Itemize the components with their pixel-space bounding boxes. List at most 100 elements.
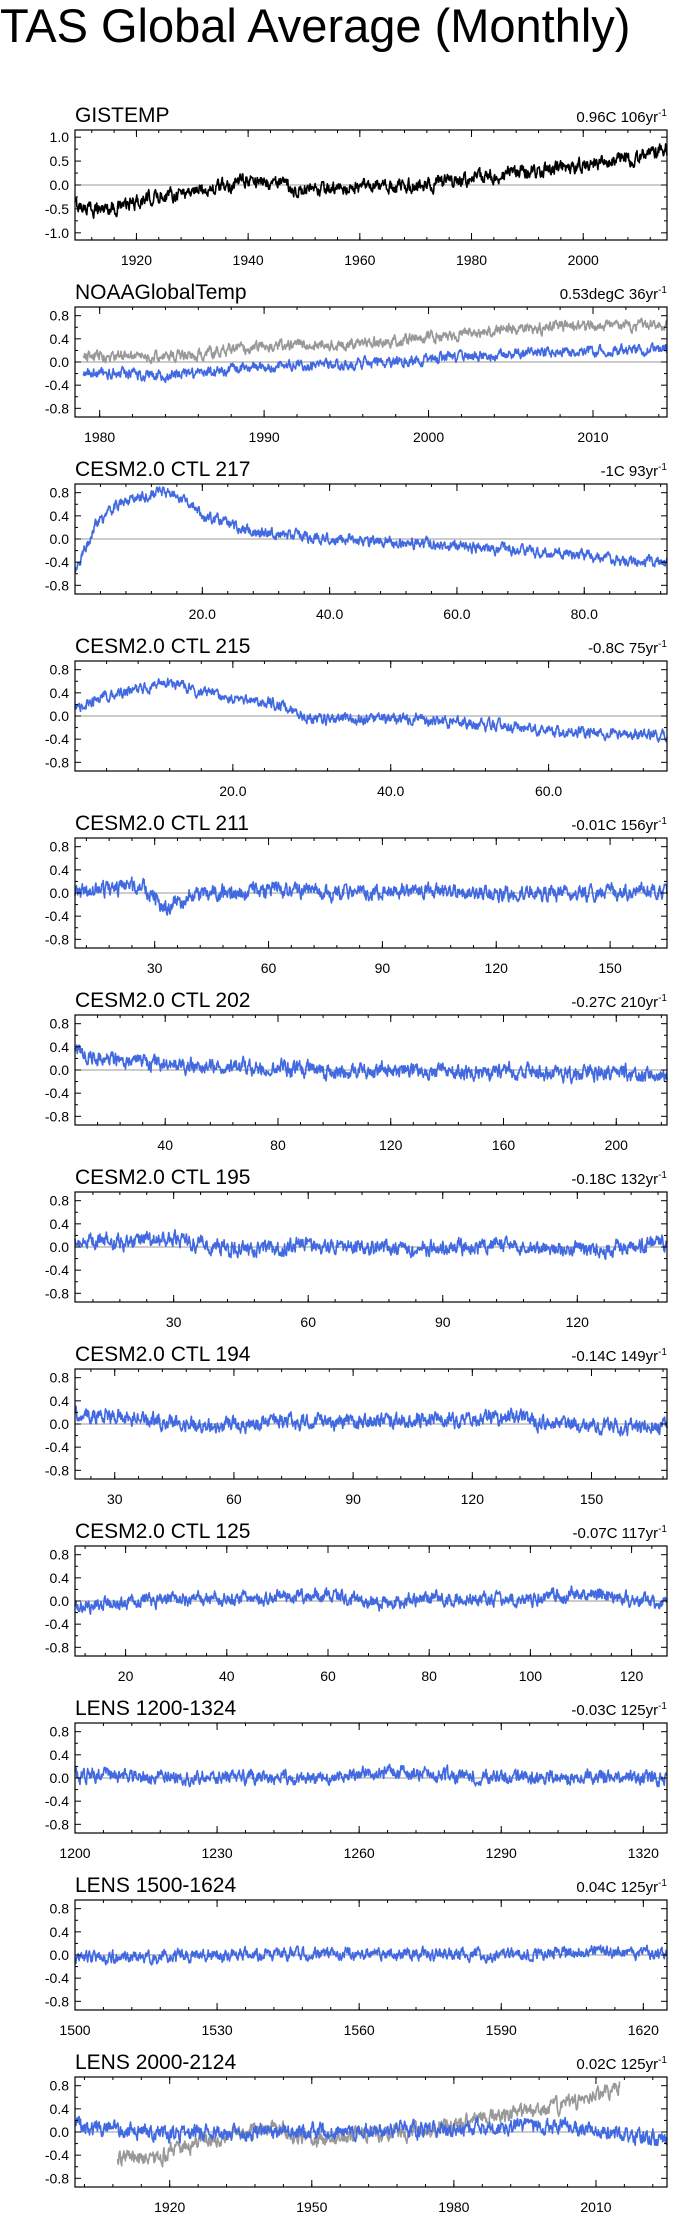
x-tick-label: 60 xyxy=(261,960,277,976)
chart-panel: LENS 2000-2124 0.02C 125yr-1 -0.8 -0.4 0.0 0.… xyxy=(45,2051,668,2215)
x-tick-label: 1950 xyxy=(296,2199,327,2215)
chart-panel: NOAAGlobalTemp 0.53degC 36yr-1 -0.8 -0.4 0.0… xyxy=(45,281,668,445)
y-tick-label: 0.4 xyxy=(50,1039,70,1055)
chart-panel: CESM2.0 CTL 195 -0.18C 132yr-1 -0.8 -0.4 0.0… xyxy=(45,1166,668,1330)
y-tick-label: -0.8 xyxy=(45,1108,69,1124)
x-tick-label: 90 xyxy=(375,960,391,976)
panel-stat: -0.8C 75yr-1 xyxy=(588,639,667,657)
x-tick-label: 20 xyxy=(118,1668,134,1684)
x-tick-label: 2010 xyxy=(580,2199,611,2215)
panel-title: CESM2.0 CTL 194 xyxy=(75,1343,251,1366)
y-tick-label: 0.8 xyxy=(50,1547,70,1563)
series-line xyxy=(82,317,668,365)
series-line xyxy=(74,1585,668,1615)
panel-stat: -0.27C 210yr-1 xyxy=(571,993,667,1011)
panel-stat: -0.07C 117yr-1 xyxy=(572,1524,667,1542)
series-line xyxy=(74,677,668,743)
panel-title: LENS 1200-1324 xyxy=(75,1697,236,1720)
y-tick-label: 0.0 xyxy=(50,1062,70,1078)
y-tick-label: 0.0 xyxy=(50,708,70,724)
y-tick-label: 0.5 xyxy=(50,153,70,169)
y-tick-label: 0.8 xyxy=(50,1370,70,1386)
y-tick-label: -0.8 xyxy=(45,1285,69,1301)
y-tick-label: 0.8 xyxy=(50,485,70,501)
x-tick-label: 40 xyxy=(157,1137,173,1153)
chart-panel: CESM2.0 CTL 215 -0.8C 75yr-1 -0.8 -0.4 0.0 0.… xyxy=(45,635,668,799)
series-line xyxy=(74,1044,668,1085)
x-tick-label: 1530 xyxy=(202,2022,233,2038)
series-line xyxy=(74,1944,668,1966)
series-line xyxy=(74,876,668,916)
series-line xyxy=(116,2081,621,2168)
y-tick-label: 0.0 xyxy=(50,1239,70,1255)
x-tick-label: 90 xyxy=(345,1491,361,1507)
y-tick-label: -0.4 xyxy=(45,1970,69,1986)
y-tick-label: -0.8 xyxy=(45,2170,69,2186)
x-tick-label: 90 xyxy=(435,1314,451,1330)
chart-panel: LENS 1500-1624 0.04C 125yr-1 -0.8 -0.4 0.0 0.… xyxy=(45,1874,668,2038)
y-tick-label: -0.4 xyxy=(45,2147,69,2163)
x-tick-label: 60 xyxy=(226,1491,242,1507)
y-tick-label: 0.8 xyxy=(50,1016,70,1032)
x-tick-label: 1230 xyxy=(202,1845,233,1861)
panel-stat: 0.04C 125yr-1 xyxy=(576,1878,667,1896)
y-tick-label: -0.4 xyxy=(45,554,69,570)
chart-panel: CESM2.0 CTL 125 -0.07C 117yr-1 -0.8 -0.4 0.0… xyxy=(45,1520,668,1684)
y-tick-label: 0.4 xyxy=(50,862,70,878)
x-tick-label: 1980 xyxy=(438,2199,469,2215)
series-line xyxy=(74,486,668,573)
x-tick-label: 1260 xyxy=(344,1845,375,1861)
x-tick-label: 1990 xyxy=(249,429,280,445)
y-tick-label: 0.8 xyxy=(50,662,70,678)
x-tick-label: 2000 xyxy=(413,429,444,445)
x-tick-label: 1620 xyxy=(628,2022,659,2038)
panel-stat: -0.03C 125yr-1 xyxy=(571,1701,667,1719)
chart-panel: CESM2.0 CTL 217 -1C 93yr-1 -0.8 -0.4 0.0 0.4 0… xyxy=(45,458,668,622)
y-tick-label: -0.8 xyxy=(45,1462,69,1478)
x-tick-label: 80.0 xyxy=(571,606,598,622)
y-tick-label: 0.0 xyxy=(50,1593,70,1609)
x-tick-label: 1290 xyxy=(486,1845,517,1861)
x-tick-label: 60.0 xyxy=(443,606,470,622)
y-tick-label: 0.0 xyxy=(50,531,70,547)
series-line xyxy=(82,342,668,384)
y-tick-label: 0.8 xyxy=(50,1901,70,1917)
x-tick-label: 120 xyxy=(620,1668,644,1684)
y-tick-label: 0.8 xyxy=(50,1193,70,1209)
y-tick-label: -0.4 xyxy=(45,377,69,393)
y-tick-label: -0.8 xyxy=(45,1639,69,1655)
y-tick-label: 0.0 xyxy=(50,1416,70,1432)
series-line xyxy=(74,1405,668,1437)
x-tick-label: 1920 xyxy=(154,2199,185,2215)
x-tick-label: 150 xyxy=(598,960,622,976)
x-tick-label: 1940 xyxy=(233,252,264,268)
x-tick-label: 1590 xyxy=(486,2022,517,2038)
panel-title: LENS 2000-2124 xyxy=(75,2051,236,2074)
x-tick-label: 40.0 xyxy=(377,783,404,799)
panel-title: CESM2.0 CTL 202 xyxy=(75,989,250,1012)
y-tick-label: 0.0 xyxy=(50,177,70,193)
y-tick-label: -0.8 xyxy=(45,1816,69,1832)
x-tick-label: 120 xyxy=(566,1314,590,1330)
y-tick-label: -0.8 xyxy=(45,931,69,947)
y-tick-label: 0.8 xyxy=(50,839,70,855)
y-tick-label: -0.8 xyxy=(45,400,69,416)
panel-stat: -1C 93yr-1 xyxy=(601,462,668,480)
x-tick-label: 160 xyxy=(492,1137,516,1153)
panel-stat: -0.14C 149yr-1 xyxy=(571,1347,667,1365)
panel-title: LENS 1500-1624 xyxy=(75,1874,236,1897)
y-tick-label: -1.0 xyxy=(45,225,69,241)
y-tick-label: -0.4 xyxy=(45,1085,69,1101)
y-tick-label: -0.5 xyxy=(45,201,69,217)
x-tick-label: 1200 xyxy=(59,1845,90,1861)
x-tick-label: 30 xyxy=(107,1491,123,1507)
x-tick-label: 100 xyxy=(519,1668,543,1684)
chart-panel: CESM2.0 CTL 202 -0.27C 210yr-1 -0.8 -0.4 0.0… xyxy=(45,989,668,1153)
x-tick-label: 60 xyxy=(300,1314,316,1330)
panel-title: CESM2.0 CTL 215 xyxy=(75,635,250,658)
x-tick-label: 1960 xyxy=(344,252,375,268)
x-tick-label: 40 xyxy=(219,1668,235,1684)
x-tick-label: 30 xyxy=(147,960,163,976)
x-tick-label: 1500 xyxy=(59,2022,90,2038)
